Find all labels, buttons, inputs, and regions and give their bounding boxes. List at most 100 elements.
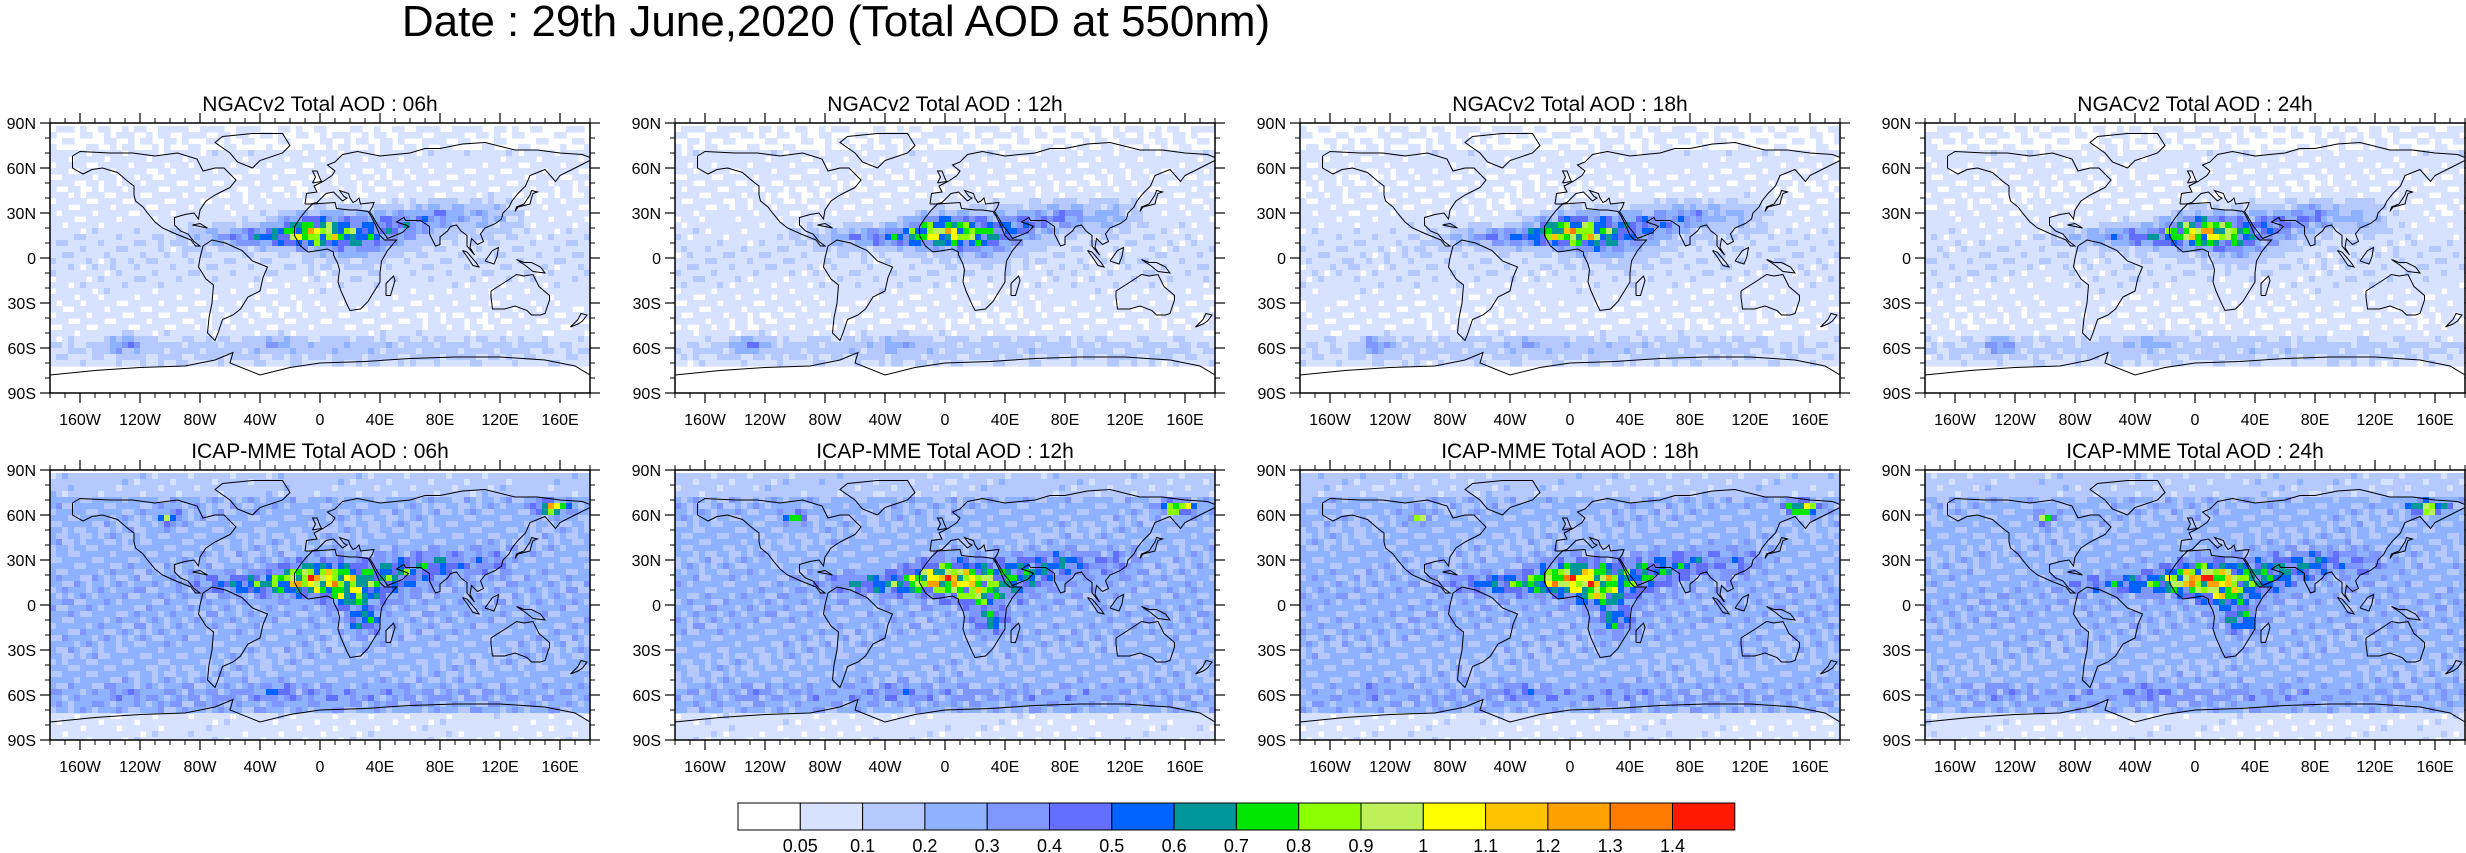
map-panel: NGACv2 Total AOD : 12h 160W 120W 80W 40W 0 40E… xyxy=(632,93,1225,429)
lon-tick-label: 160E xyxy=(1166,759,1203,776)
lon-tick-label: 40W xyxy=(2119,412,2153,429)
lat-tick-label: 60N xyxy=(632,161,661,178)
colorbar-label: 0.6 xyxy=(1162,836,1187,853)
colorbar-swatch xyxy=(799,802,864,831)
lat-tick-label: 0 xyxy=(27,598,36,615)
lat-tick-label: 30S xyxy=(633,643,661,660)
panel-title: ICAP-MME Total AOD : 12h xyxy=(816,440,1074,463)
lon-tick-label: 40E xyxy=(991,412,1019,429)
lat-tick-label: 90N xyxy=(1257,116,1286,133)
map-panel: ICAP-MME Total AOD : 18h 160W 120W 80W 40W 0 4… xyxy=(1257,440,1850,776)
aod-field xyxy=(1300,126,1840,367)
coastlines xyxy=(1300,133,1840,376)
lon-tick-label: 160E xyxy=(2416,412,2453,429)
lat-tick-label: 30N xyxy=(1882,206,1911,223)
lon-tick-label: 0 xyxy=(941,759,950,776)
lat-tick-label: 60S xyxy=(1883,688,1911,705)
lat-tick-label: 30N xyxy=(1257,206,1286,223)
coastlines xyxy=(50,133,590,376)
colorbar-label: 0.8 xyxy=(1286,836,1311,853)
lon-tick-label: 160W xyxy=(59,759,102,776)
lon-tick-label: 160W xyxy=(1309,759,1352,776)
colorbar-swatch xyxy=(1235,802,1300,831)
lon-tick-label: 120E xyxy=(1731,412,1768,429)
colorbar-label: 0.1 xyxy=(850,836,875,853)
lat-tick-label: 90S xyxy=(1883,733,1911,750)
lat-tick-label: 60S xyxy=(633,688,661,705)
lon-tick-label: 40E xyxy=(2241,412,2269,429)
colorbar-label: 0.4 xyxy=(1037,836,1062,853)
lat-tick-label: 60S xyxy=(8,688,36,705)
lat-tick-label: 60S xyxy=(1258,688,1286,705)
lon-tick-label: 80W xyxy=(184,412,218,429)
lon-tick-label: 120E xyxy=(1106,759,1143,776)
lat-tick-label: 30S xyxy=(1883,643,1911,660)
lat-tick-label: 60N xyxy=(1882,161,1911,178)
lat-tick-label: 90S xyxy=(1258,386,1286,403)
lon-tick-label: 120E xyxy=(1106,412,1143,429)
lat-tick-label: 0 xyxy=(1277,251,1286,268)
lon-tick-label: 40E xyxy=(1616,759,1644,776)
lon-tick-label: 160E xyxy=(2416,759,2453,776)
lon-tick-label: 160E xyxy=(1791,412,1828,429)
lat-tick-label: 90S xyxy=(633,733,661,750)
lon-tick-label: 160E xyxy=(1791,759,1828,776)
colorbar-label: 0.3 xyxy=(975,836,1000,853)
coastlines xyxy=(50,480,590,723)
lat-tick-label: 60N xyxy=(632,508,661,525)
coastlines xyxy=(1925,133,2465,376)
lat-tick-label: 60S xyxy=(1258,341,1286,358)
lon-tick-label: 120W xyxy=(119,412,162,429)
lat-tick-label: 60S xyxy=(1883,341,1911,358)
lat-tick-label: 0 xyxy=(27,251,36,268)
coastlines xyxy=(1925,480,2465,723)
lon-tick-label: 40W xyxy=(869,412,903,429)
lat-tick-label: 30S xyxy=(1258,643,1286,660)
aod-colorbar: 0.05 0.1 0.2 0.3 0.4 0.5 0.6 0.7 0.8 0.9 1 1.1 1.2 1.… xyxy=(737,802,1736,853)
lon-tick-label: 40E xyxy=(366,412,394,429)
map-panel: ICAP-MME Total AOD : 06h 160W 120W 80W 40W 0 4… xyxy=(7,440,600,776)
lon-tick-label: 0 xyxy=(2191,759,2200,776)
colorbar-swatch xyxy=(986,802,1051,831)
lon-tick-label: 40W xyxy=(2119,759,2153,776)
lon-tick-label: 120W xyxy=(1369,412,1412,429)
lat-tick-label: 30N xyxy=(7,553,36,570)
lon-tick-label: 160E xyxy=(541,412,578,429)
lat-tick-label: 60N xyxy=(7,161,36,178)
lon-tick-label: 120E xyxy=(2356,412,2393,429)
colorbar-label: 1 xyxy=(1418,836,1428,853)
lat-tick-label: 30N xyxy=(7,206,36,223)
colorbar-swatch xyxy=(1422,802,1487,831)
lon-tick-label: 80W xyxy=(184,759,218,776)
lat-tick-label: 90N xyxy=(7,463,36,480)
map-panel: NGACv2 Total AOD : 06h 160W 120W 80W 40W 0 40E… xyxy=(7,93,600,429)
lat-tick-label: 30S xyxy=(1258,296,1286,313)
lat-tick-label: 0 xyxy=(1902,251,1911,268)
lon-tick-label: 0 xyxy=(1566,759,1575,776)
coastlines xyxy=(675,133,1215,376)
panel-title: ICAP-MME Total AOD : 18h xyxy=(1441,440,1699,463)
lat-tick-label: 30N xyxy=(632,553,661,570)
panel-title: NGACv2 Total AOD : 12h xyxy=(827,93,1062,116)
lon-tick-label: 0 xyxy=(2191,412,2200,429)
panel-title: NGACv2 Total AOD : 18h xyxy=(1452,93,1687,116)
panel-title: NGACv2 Total AOD : 06h xyxy=(202,93,437,116)
lon-tick-label: 160W xyxy=(1309,412,1352,429)
colorbar-label: 0.7 xyxy=(1224,836,1249,853)
lat-tick-label: 90S xyxy=(1883,386,1911,403)
lon-tick-label: 160W xyxy=(684,412,727,429)
lat-tick-label: 90S xyxy=(1258,733,1286,750)
lat-tick-label: 30N xyxy=(1882,553,1911,570)
lon-tick-label: 40E xyxy=(991,759,1019,776)
lat-tick-label: 30S xyxy=(1883,296,1911,313)
aod-field xyxy=(675,473,1215,740)
colorbar-swatch xyxy=(1547,802,1611,831)
colorbar-label: 0.5 xyxy=(1099,836,1124,853)
colorbar-swatch xyxy=(1049,802,1113,831)
lon-tick-label: 160E xyxy=(541,759,578,776)
lon-tick-label: 120E xyxy=(481,412,518,429)
colorbar-swatch xyxy=(737,802,801,831)
lon-tick-label: 0 xyxy=(316,759,325,776)
lon-tick-label: 40E xyxy=(366,759,394,776)
